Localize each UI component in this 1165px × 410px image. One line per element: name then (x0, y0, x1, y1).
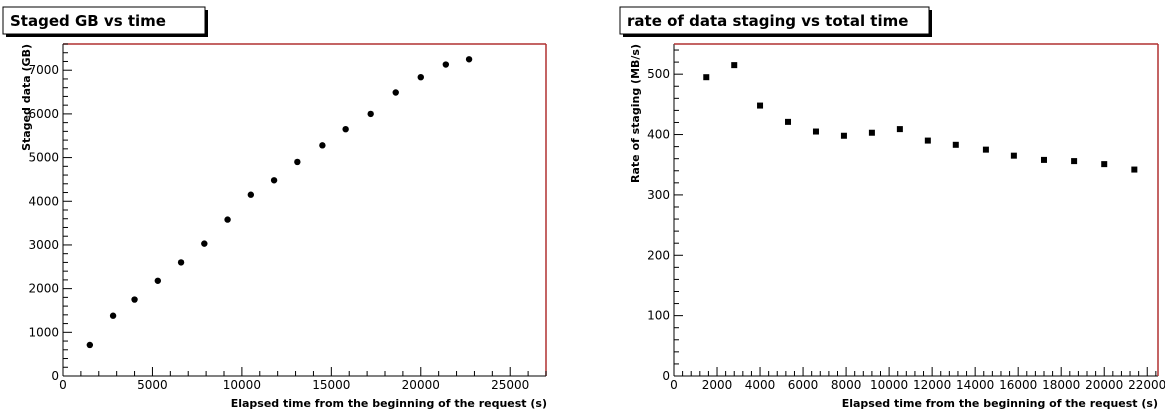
x-tick-label: 12000 (913, 378, 951, 392)
y-tick-label: 500 (647, 67, 670, 81)
data-point (731, 62, 738, 69)
data-point (86, 341, 94, 349)
y-tick-label: 300 (647, 188, 670, 202)
data-point (1040, 156, 1047, 163)
data-points (703, 62, 1138, 173)
y-tick-label: 4000 (28, 194, 59, 208)
x-tick-label: 22000 (1128, 378, 1165, 392)
y-axis-label: Staged data (GB) (20, 44, 33, 151)
x-tick-label: 4000 (745, 378, 776, 392)
x-tick-label: 18000 (1042, 378, 1080, 392)
data-point (1131, 166, 1138, 173)
chart-title-box (619, 6, 930, 35)
data-point (703, 74, 710, 81)
chart-title: Staged GB vs time (10, 12, 166, 30)
chart-title-box (2, 6, 206, 35)
data-point (757, 102, 764, 109)
data-point (392, 89, 399, 96)
data-point (319, 142, 326, 149)
data-point (896, 126, 903, 133)
data-point (201, 240, 208, 247)
y-tick-label: 5000 (28, 151, 59, 165)
x-axis-label: Elapsed time from the beginning of the r… (842, 397, 1158, 410)
data-point (868, 129, 875, 136)
data-point (924, 137, 931, 144)
data-point (952, 141, 959, 148)
data-point (785, 118, 792, 125)
data-point (224, 216, 231, 223)
x-axis-label: Elapsed time from the beginning of the r… (231, 397, 547, 410)
y-tick-label: 2000 (28, 282, 59, 296)
data-point (417, 74, 424, 81)
y-tick-label: 200 (647, 248, 670, 262)
data-point (1101, 161, 1108, 168)
x-tick-label: 16000 (999, 378, 1037, 392)
data-point (154, 277, 162, 284)
x-tick-label: 6000 (788, 378, 819, 392)
data-point (342, 125, 349, 133)
x-tick-label: 10000 (223, 378, 261, 392)
y-axis-label: Rate of staging (MB/s) (629, 44, 642, 183)
x-tick-label: 10000 (870, 378, 908, 392)
data-point (982, 146, 989, 153)
x-tick-label: 20000 (402, 378, 440, 392)
plot-frame (62, 43, 547, 377)
x-tick-label: 15000 (312, 378, 350, 392)
data-point (109, 312, 117, 319)
data-point (1071, 158, 1078, 165)
data-point (465, 56, 473, 63)
y-tick-label: 7000 (28, 63, 59, 77)
data-point (247, 191, 255, 198)
tick-labels: 0 2000 4000 6000 8000 10000 12000 14000 16000 180… (647, 67, 1165, 392)
x-tick-label: 0 (59, 378, 67, 392)
x-tick-label: 5000 (137, 378, 168, 392)
x-tick-label: 8000 (831, 378, 862, 392)
y-tick-label: 100 (647, 309, 670, 323)
plot-frame (673, 43, 1159, 377)
data-point (270, 177, 278, 184)
data-point (812, 128, 819, 135)
tick-marks (62, 43, 547, 377)
x-tick-label: 14000 (956, 378, 994, 392)
y-tick-label: 400 (647, 128, 670, 142)
x-tick-label: 0 (670, 378, 678, 392)
y-tick-label: 0 (51, 369, 59, 383)
tick-labels: 0 5000 10000 15000 20000 25000 0 1000 2000 3000 40… (28, 63, 529, 392)
data-point (442, 61, 450, 68)
data-point (294, 158, 301, 166)
y-tick-label: 0 (662, 369, 670, 383)
y-tick-label: 3000 (28, 238, 59, 252)
y-tick-label: 6000 (28, 107, 59, 121)
data-point (1010, 152, 1017, 159)
data-point (131, 296, 138, 303)
x-tick-label: 2000 (702, 378, 733, 392)
data-point (840, 132, 847, 139)
tick-marks (673, 49, 1157, 377)
chart-rate-of-staging: rate of data staging vs total time Elaps… (619, 6, 1165, 410)
x-tick-label: 25000 (491, 378, 529, 392)
data-point (177, 259, 185, 266)
data-points (86, 56, 473, 349)
y-tick-label: 1000 (28, 325, 59, 339)
chart-staged-gb: Staged GB vs time Elapsed time from the … (2, 6, 547, 410)
data-point (367, 110, 374, 118)
x-tick-label: 20000 (1085, 378, 1123, 392)
chart-title: rate of data staging vs total time (627, 12, 908, 30)
